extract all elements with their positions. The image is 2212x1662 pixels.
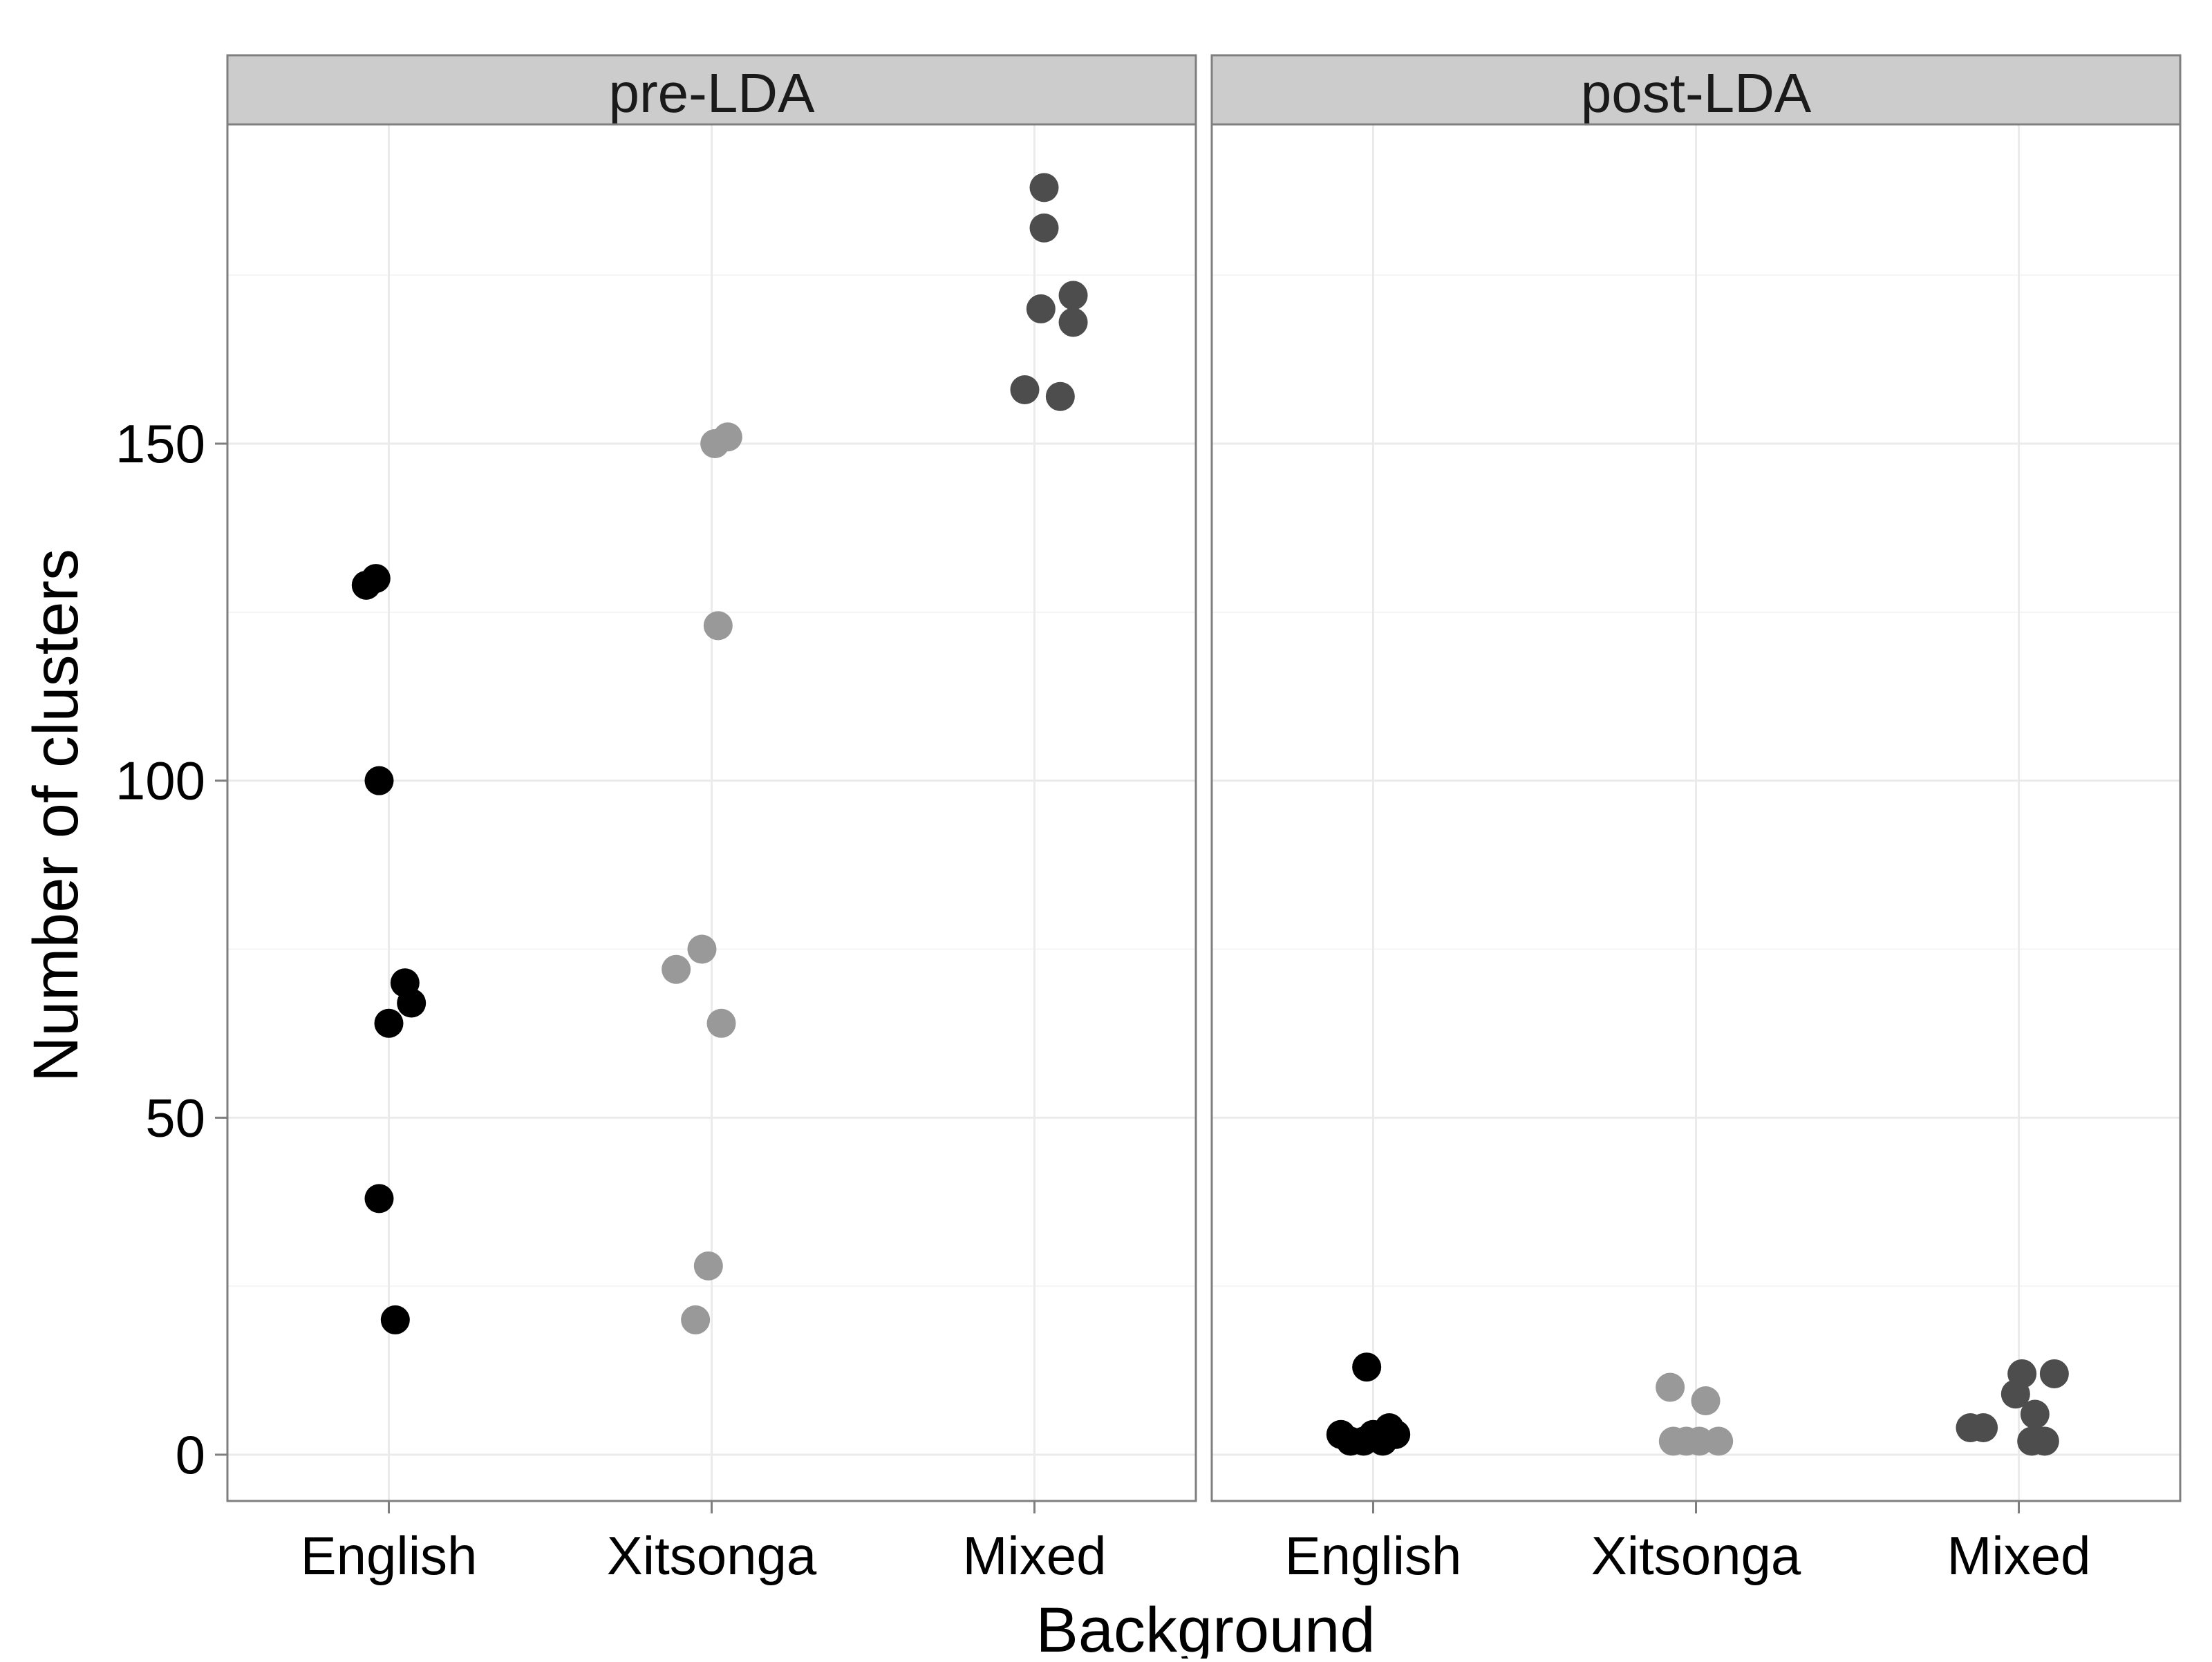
y-tick-label: 100 [115,750,205,811]
data-point [1381,1419,1411,1449]
data-point [364,1184,394,1214]
data-point [361,564,391,594]
data-point [681,1305,711,1334]
data-point [1691,1386,1721,1415]
data-point [380,1305,410,1334]
data-point [2039,1359,2069,1388]
data-point [662,954,691,984]
data-point [1045,381,1075,411]
data-point [1058,308,1088,337]
panel-border [1210,123,2182,1502]
facet-strip [226,54,1197,126]
data-point [2000,1379,2030,1409]
data-point [706,1008,736,1038]
x-tick-label: Xitsonga [1591,1525,1801,1586]
data-point [2030,1426,2059,1456]
data-point [1352,1352,1382,1382]
data-point [703,611,733,641]
data-point [1029,213,1059,243]
facet-label: post-LDA [1581,62,1812,124]
x-tick-label: Mixed [1947,1525,2090,1586]
data-point [713,422,742,452]
data-point [687,934,717,964]
x-tick-label: Xitsonga [607,1525,817,1586]
data-point [2020,1399,2050,1429]
y-tick-label: 0 [176,1424,205,1485]
x-tick-label: English [301,1525,478,1586]
facet-label: pre-LDA [609,62,816,124]
y-tick-label: 150 [115,413,205,474]
x-axis-title: Background [1036,1595,1376,1659]
facet-strip [1210,54,2182,126]
data-point [397,988,427,1018]
data-point [693,1251,723,1281]
data-point [1029,173,1059,202]
x-tick-label: English [1285,1525,1462,1586]
data-point [374,1008,404,1038]
data-point [1656,1372,1685,1402]
data-point [1026,294,1056,323]
panel-border [226,123,1197,1502]
data-point [1704,1426,1734,1456]
data-point [1010,375,1040,404]
data-point [364,766,394,795]
x-tick-label: Mixed [962,1525,1106,1586]
y-tick-label: 50 [145,1087,205,1148]
data-point [1058,281,1088,310]
data-point [1969,1413,1998,1442]
y-axis-title: Number of clusters [21,549,91,1082]
